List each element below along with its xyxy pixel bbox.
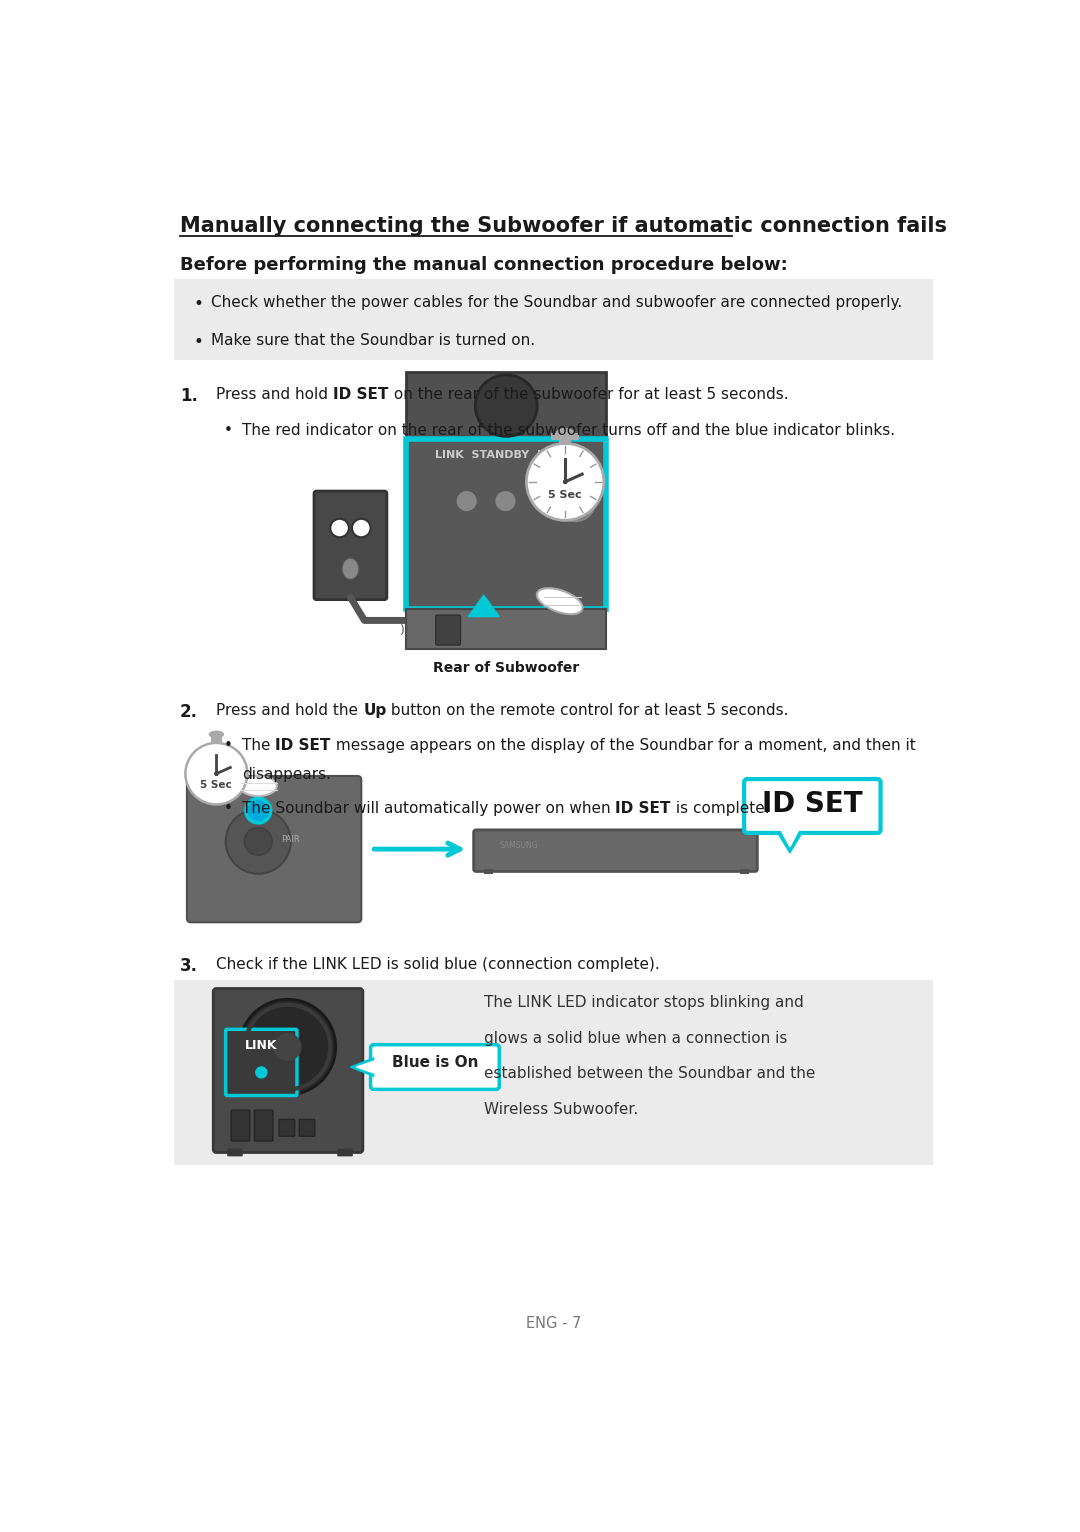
Text: Before performing the manual connection procedure below:: Before performing the manual connection … <box>180 256 787 274</box>
Text: •: • <box>193 294 203 313</box>
Polygon shape <box>350 1057 374 1077</box>
FancyBboxPatch shape <box>174 980 933 1164</box>
FancyBboxPatch shape <box>370 1045 499 1089</box>
FancyBboxPatch shape <box>231 1111 249 1141</box>
Text: Make sure that the Soundbar is turned on.: Make sure that the Soundbar is turned on… <box>211 334 535 348</box>
Polygon shape <box>775 830 804 853</box>
Text: ENG - 7: ENG - 7 <box>526 1316 581 1331</box>
Text: Blue is On: Blue is On <box>392 1056 478 1071</box>
Text: 1.: 1. <box>180 388 198 404</box>
Text: •: • <box>225 738 233 754</box>
FancyBboxPatch shape <box>226 1030 297 1095</box>
Text: 2.: 2. <box>180 703 198 722</box>
Text: is complete.: is complete. <box>671 801 769 817</box>
FancyBboxPatch shape <box>213 988 363 1152</box>
Circle shape <box>273 1033 301 1060</box>
Text: LINK  STANDBY  ID SET: LINK STANDBY ID SET <box>435 450 578 460</box>
Text: The LINK LED indicator stops blinking and: The LINK LED indicator stops blinking an… <box>484 996 804 1011</box>
Text: Manually connecting the Subwoofer if automatic connection fails: Manually connecting the Subwoofer if aut… <box>180 216 947 236</box>
Circle shape <box>240 999 336 1095</box>
Ellipse shape <box>537 588 582 614</box>
Text: SAMSUNG: SAMSUNG <box>499 841 538 850</box>
Text: •: • <box>225 801 233 817</box>
Text: 5 Sec: 5 Sec <box>549 490 582 499</box>
Text: button on the remote control for at least 5 seconds.: button on the remote control for at leas… <box>387 703 789 719</box>
Text: Check whether the power cables for the Soundbar and subwoofer are connected prop: Check whether the power cables for the S… <box>211 294 902 309</box>
Text: disappears.: disappears. <box>242 768 330 783</box>
Circle shape <box>330 519 349 538</box>
Circle shape <box>457 492 476 512</box>
Text: )): )) <box>400 624 409 637</box>
FancyBboxPatch shape <box>299 1120 314 1137</box>
Circle shape <box>526 443 604 521</box>
FancyBboxPatch shape <box>211 737 221 745</box>
Text: ID SET: ID SET <box>616 801 671 817</box>
Circle shape <box>555 481 595 521</box>
FancyBboxPatch shape <box>551 432 559 440</box>
FancyBboxPatch shape <box>559 435 571 444</box>
FancyBboxPatch shape <box>227 1149 243 1157</box>
FancyBboxPatch shape <box>337 1149 353 1157</box>
Ellipse shape <box>240 777 276 797</box>
Text: Up: Up <box>363 703 387 719</box>
Text: •: • <box>225 423 233 438</box>
Circle shape <box>226 809 291 873</box>
Circle shape <box>244 827 272 855</box>
Polygon shape <box>356 1060 375 1074</box>
Circle shape <box>214 771 218 777</box>
Text: The red indicator on the rear of the subwoofer turns off and the blue indicator : The red indicator on the rear of the sub… <box>242 423 895 438</box>
Circle shape <box>255 1066 268 1079</box>
FancyBboxPatch shape <box>744 780 880 833</box>
FancyBboxPatch shape <box>406 440 606 608</box>
FancyBboxPatch shape <box>255 1111 273 1141</box>
Circle shape <box>563 480 567 484</box>
Text: 3.: 3. <box>180 958 198 974</box>
Circle shape <box>186 743 247 804</box>
Ellipse shape <box>208 731 225 738</box>
FancyBboxPatch shape <box>279 1120 295 1137</box>
Text: Check if the LINK LED is solid blue (connection complete).: Check if the LINK LED is solid blue (con… <box>216 958 660 971</box>
FancyBboxPatch shape <box>740 869 748 873</box>
Ellipse shape <box>556 427 575 437</box>
Text: message appears on the display of the Soundbar for a moment, and then it: message appears on the display of the So… <box>330 738 916 754</box>
Text: •: • <box>193 334 203 351</box>
Text: The Soundbar will automatically power on when: The Soundbar will automatically power on… <box>242 801 616 817</box>
FancyBboxPatch shape <box>571 432 579 440</box>
Text: ID SET: ID SET <box>334 388 389 401</box>
Ellipse shape <box>342 558 359 579</box>
Polygon shape <box>469 594 499 616</box>
FancyBboxPatch shape <box>406 372 606 440</box>
Text: glows a solid blue when a connection is: glows a solid blue when a connection is <box>484 1031 787 1046</box>
Text: Press and hold the: Press and hold the <box>216 703 363 719</box>
Text: established between the Soundbar and the: established between the Soundbar and the <box>484 1066 815 1082</box>
FancyBboxPatch shape <box>435 614 460 645</box>
Circle shape <box>475 375 537 437</box>
FancyBboxPatch shape <box>406 608 606 650</box>
Circle shape <box>352 519 370 538</box>
FancyBboxPatch shape <box>187 777 362 922</box>
FancyBboxPatch shape <box>484 869 494 873</box>
Circle shape <box>246 798 271 823</box>
Text: 5 Sec: 5 Sec <box>201 780 232 791</box>
FancyBboxPatch shape <box>314 492 387 599</box>
Text: Rear of Subwoofer: Rear of Subwoofer <box>433 662 579 676</box>
FancyBboxPatch shape <box>174 279 933 360</box>
FancyBboxPatch shape <box>474 830 757 872</box>
Circle shape <box>496 492 515 512</box>
Text: on the rear of the subwoofer for at least 5 seconds.: on the rear of the subwoofer for at leas… <box>389 388 788 401</box>
Text: Wireless Subwoofer.: Wireless Subwoofer. <box>484 1102 638 1117</box>
Text: LINK: LINK <box>245 1039 278 1051</box>
Text: PAIR: PAIR <box>282 835 300 844</box>
Polygon shape <box>781 829 799 847</box>
Text: The: The <box>242 738 275 754</box>
Text: ID SET: ID SET <box>275 738 330 754</box>
Text: Press and hold: Press and hold <box>216 388 334 401</box>
Text: ID SET: ID SET <box>762 791 863 818</box>
